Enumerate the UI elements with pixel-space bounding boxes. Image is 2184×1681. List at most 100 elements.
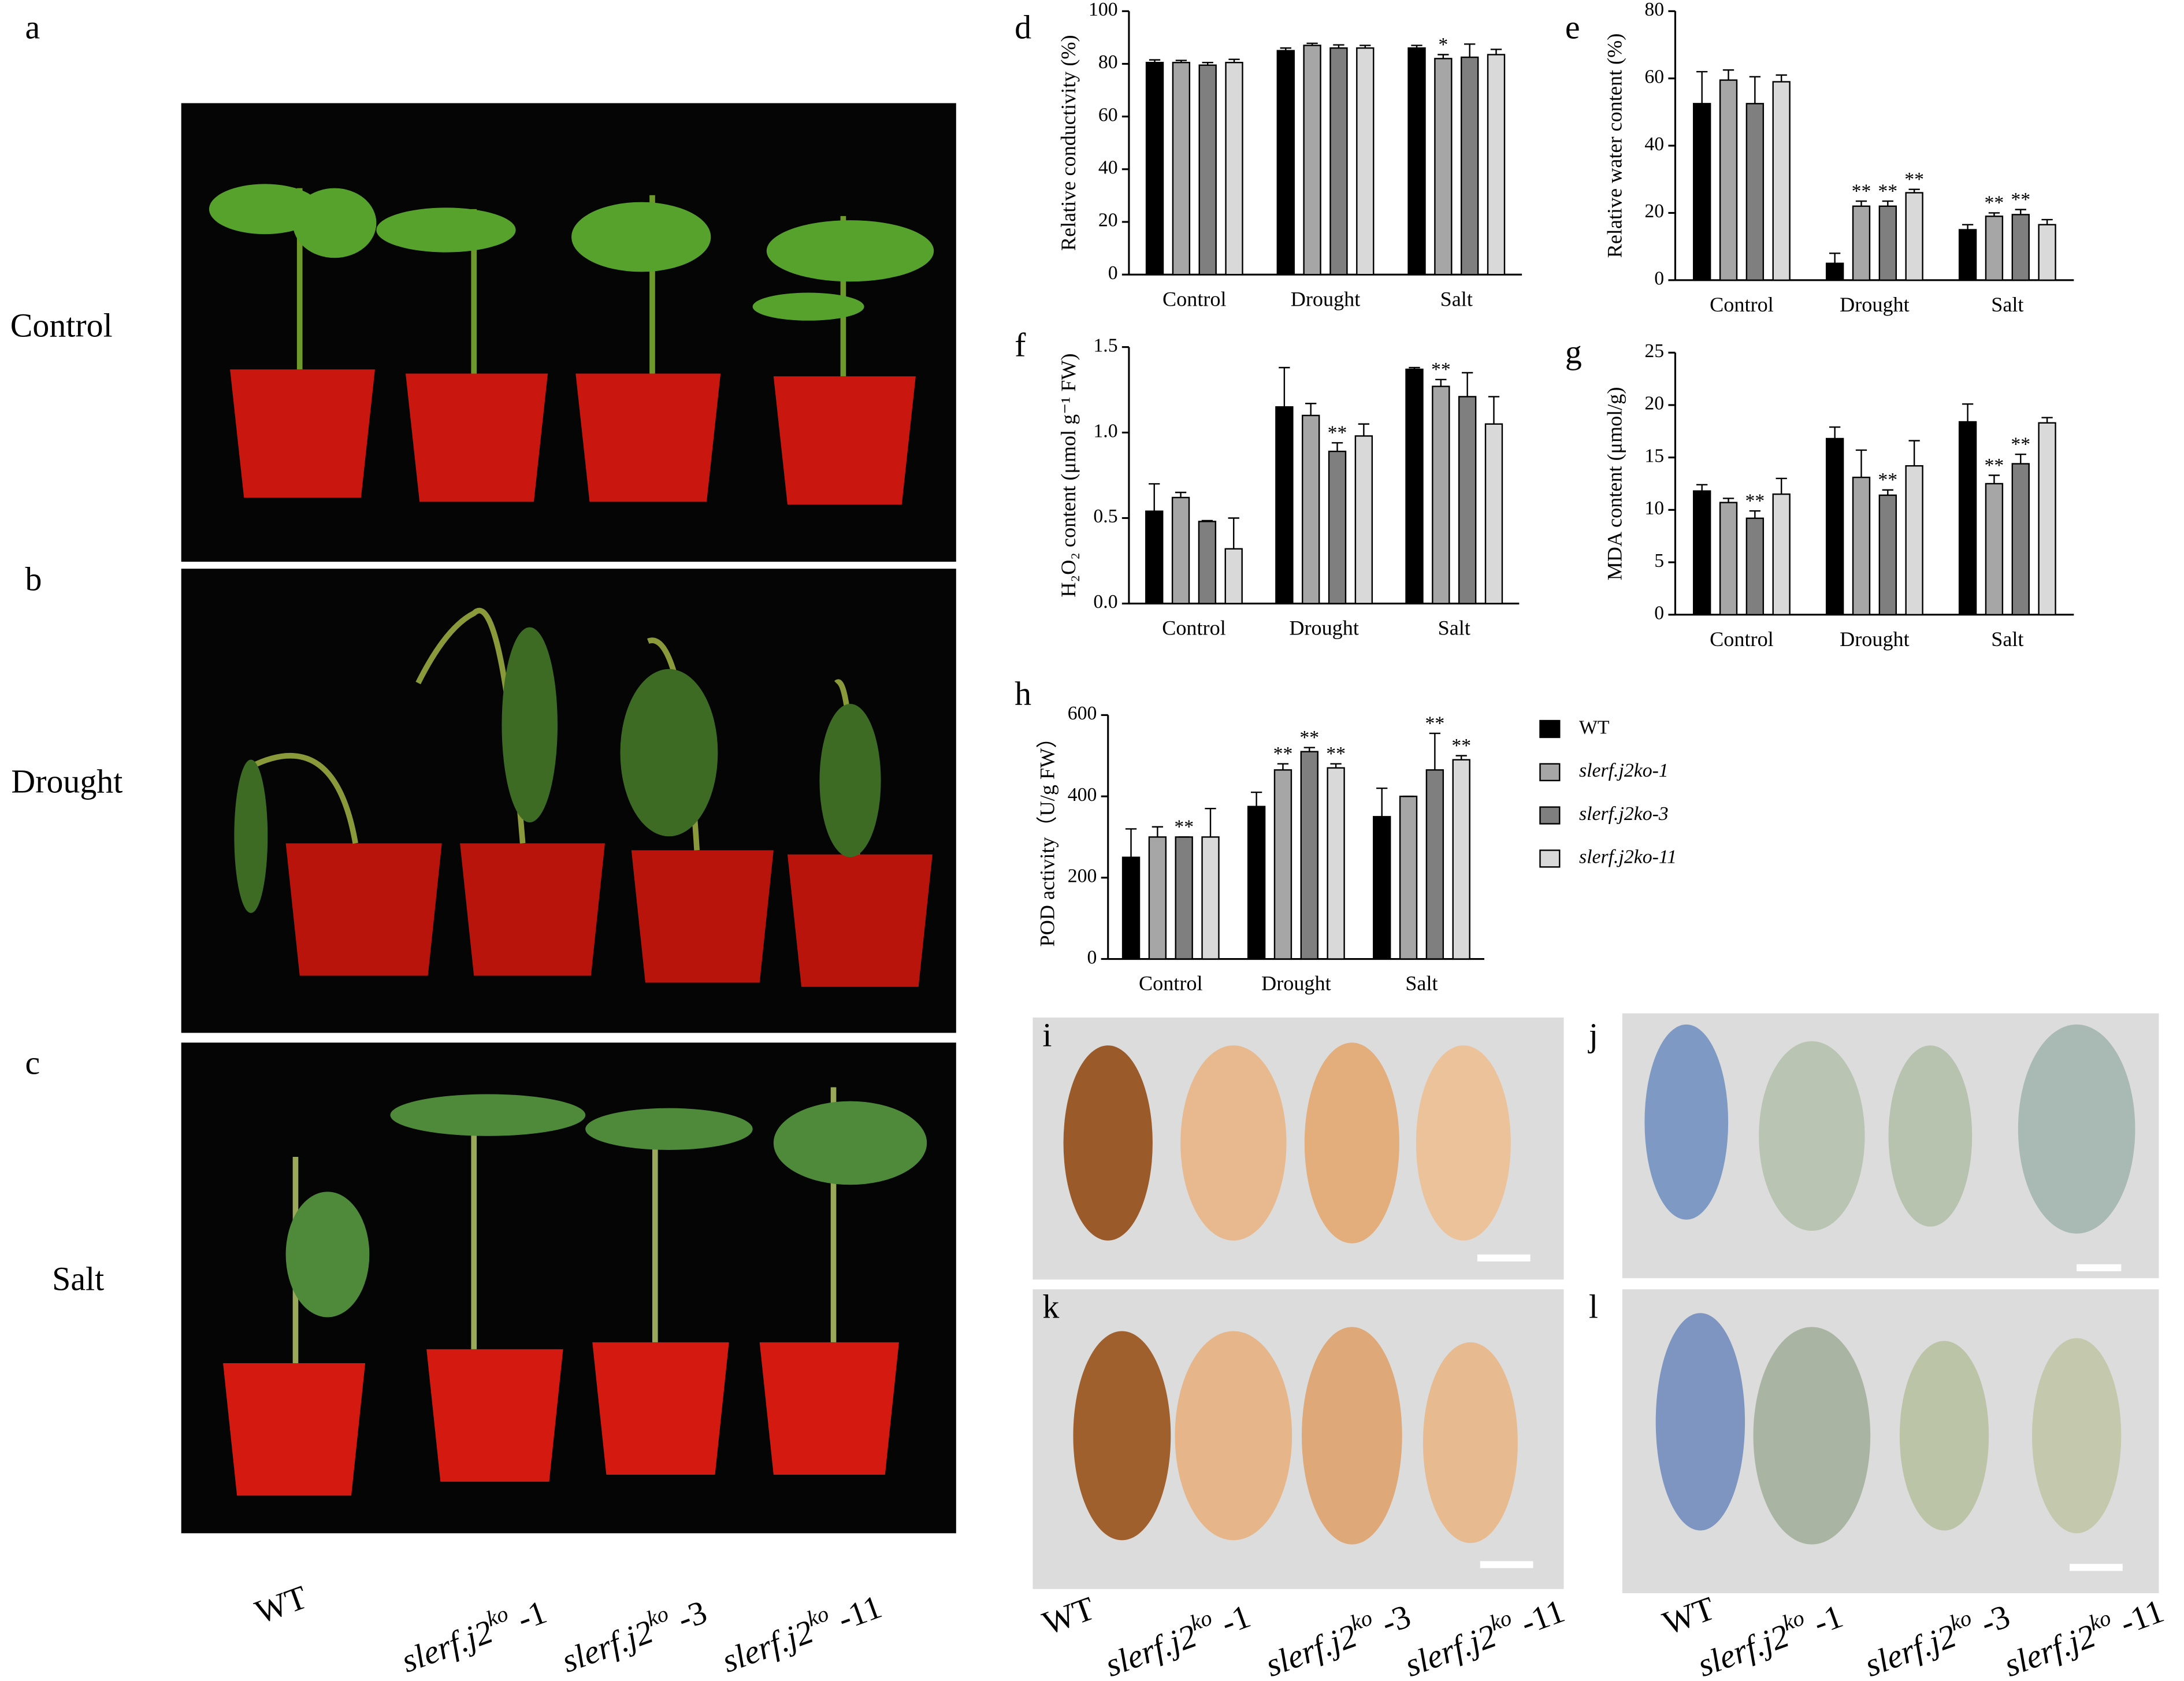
y-tick-label: 0.0: [1093, 591, 1117, 613]
error-bar: [1409, 366, 1420, 370]
bar: [2038, 422, 2056, 615]
genotype-label: slerf.j2ko -3: [1259, 1593, 1415, 1681]
bar: [1327, 767, 1345, 960]
error-bar: [1277, 763, 1289, 770]
y-tick-label: 600: [1068, 703, 1097, 724]
genotype-label: slerf.j2ko -3: [1859, 1593, 2015, 1681]
bar: [1958, 229, 1977, 281]
bar: [1985, 483, 2004, 615]
bar: [1878, 494, 1897, 615]
genotype-text: WT: [1038, 1589, 1100, 1642]
error-bar: [1175, 491, 1187, 498]
bar: [1373, 816, 1391, 960]
y-tick-label: 0: [1654, 268, 1664, 290]
bar: [1300, 751, 1318, 960]
bar: [1878, 205, 1897, 281]
error-bar: [1490, 49, 1502, 55]
bar: [1303, 44, 1321, 276]
y-tick-label: 5: [1654, 550, 1664, 572]
bar: [1407, 47, 1426, 276]
error-bar: [1696, 484, 1708, 491]
bar: [1719, 79, 1738, 281]
panel-letter: h: [1015, 674, 1031, 712]
y-tick-label: 25: [1644, 340, 1664, 362]
panel-letter: j: [1588, 1016, 1598, 1053]
legend-label: slerf.j2ko-11: [1579, 847, 1677, 868]
panel-letter: l: [1589, 1288, 1598, 1326]
error-bar: [1429, 732, 1441, 770]
genotype-text: slerf.j2: [557, 1613, 658, 1680]
bar: [1175, 836, 1193, 960]
bar: [1247, 806, 1266, 960]
error-bar: [2015, 454, 2026, 464]
x-tick-label: Drought: [1289, 617, 1359, 640]
error-bar: [1280, 47, 1291, 51]
error-bar: [1776, 477, 1787, 495]
significance-mark: **: [1328, 422, 1347, 444]
bar: [1328, 450, 1347, 604]
error-bar: [1125, 828, 1137, 858]
genotype-suffix: -11: [1508, 1592, 1569, 1645]
y-tick-label: 20: [1644, 393, 1664, 414]
significance-mark: **: [2011, 433, 2030, 455]
genotype-text: slerf.j2: [396, 1613, 497, 1680]
bar: [1458, 396, 1477, 604]
y-tick-label: 100: [1089, 0, 1118, 20]
bar: [1432, 385, 1450, 604]
x-tick-label: Control: [1710, 628, 1774, 651]
genotype-suffix: -3: [1968, 1597, 2015, 1645]
y-axis-label: POD activity（U/g FW）: [1036, 728, 1059, 947]
y-tick-label: 80: [1644, 0, 1664, 20]
bar: [1145, 61, 1164, 276]
significance-mark: **: [1326, 743, 1346, 765]
bar: [1201, 836, 1220, 960]
bar: [1302, 414, 1320, 604]
bar: [1198, 64, 1217, 276]
panel-letter: c: [25, 1044, 40, 1082]
legend-label: slerf.j2ko-1: [1579, 760, 1669, 781]
error-bar: [1776, 74, 1787, 82]
error-bar: [2041, 218, 2053, 225]
significance-mark: **: [1985, 192, 2004, 214]
error-bar: [2041, 417, 2053, 423]
panel-letter: b: [25, 561, 42, 598]
y-axis-label: Relative water content (%): [1603, 34, 1626, 258]
bar: [1273, 769, 1292, 960]
error-bar: [1829, 253, 1841, 264]
significance-mark: **: [1451, 735, 1471, 756]
photo-a: [181, 103, 956, 562]
y-tick-label: 0.5: [1093, 506, 1117, 527]
bar: [1745, 103, 1765, 281]
significance-mark: **: [1878, 469, 1897, 491]
bar: [1452, 759, 1470, 960]
error-bar: [1908, 440, 1920, 466]
x-tick-label: Control: [1162, 287, 1227, 310]
error-bar: [1438, 54, 1449, 59]
bar: [1985, 216, 2004, 281]
genotype-label: slerf.j2ko -1: [1099, 1593, 1255, 1681]
significance-mark: *: [1438, 34, 1448, 55]
bar: [1484, 423, 1503, 604]
error-bar: [1149, 59, 1161, 63]
genotype-text: slerf.j2: [717, 1613, 818, 1680]
error-bar: [1722, 69, 1734, 80]
error-bar: [1205, 808, 1216, 837]
significance-mark: **: [1299, 727, 1319, 748]
error-bar: [1464, 43, 1476, 58]
photo-c: [181, 1042, 956, 1534]
x-tick-label: Salt: [1991, 293, 2023, 316]
y-tick-label: 20: [1098, 210, 1118, 231]
bar: [1198, 521, 1217, 604]
panel-letter: f: [1015, 326, 1026, 363]
error-bar: [1462, 372, 1473, 397]
bar: [1905, 465, 1923, 615]
significance-mark: **: [1852, 180, 1871, 202]
significance-mark: **: [1273, 743, 1293, 765]
photo-i: [1032, 1017, 1564, 1280]
genotype-label: slerf.j2ko -1: [395, 1589, 551, 1680]
error-bar: [1279, 366, 1290, 407]
error-bar: [1175, 60, 1187, 63]
genotype-suffix: -1: [504, 1593, 551, 1641]
bar: [1425, 769, 1444, 960]
